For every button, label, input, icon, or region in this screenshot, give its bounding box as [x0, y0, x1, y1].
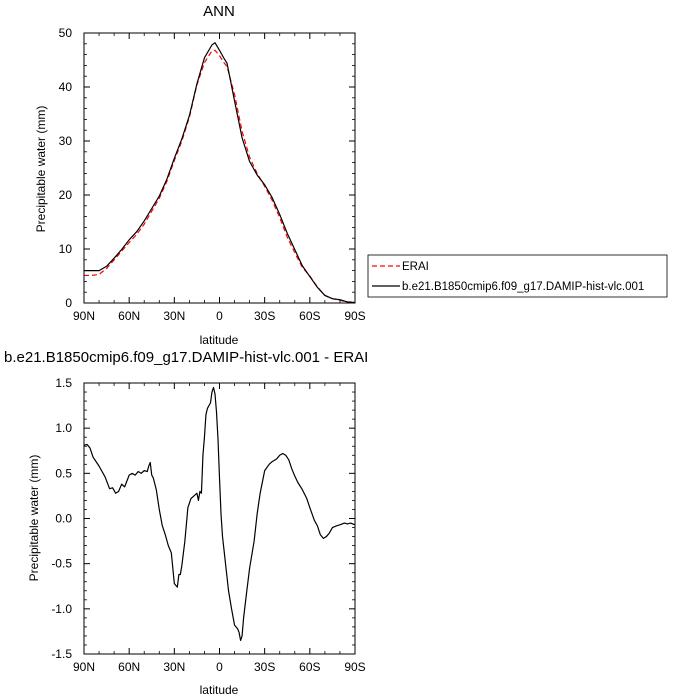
top-y-axis-title: Precipitable water (mm) [34, 106, 48, 233]
bottom-y-tick-label: 0.0 [55, 512, 72, 526]
top-chart-title: ANN [203, 3, 235, 20]
top-y-tick-label: 20 [59, 188, 73, 202]
bottom-series-line-1 [83, 386, 356, 642]
bottom-x-tick-label: 30S [254, 660, 275, 674]
top-y-tick-label: 40 [59, 80, 73, 94]
bottom-panel: b.e21.B1850cmip6.f09_g17.DAMIP-hist-vlc.… [4, 349, 368, 697]
bottom-y-tick-label: 1.0 [55, 421, 72, 435]
bottom-y-tick-label: -0.5 [51, 557, 72, 571]
top-x-tick-label: 60S [299, 309, 320, 323]
bottom-y-axis-title: Precipitable water (mm) [27, 455, 41, 582]
bottom-x-axis-title: latitude [200, 683, 239, 697]
top-plot-frame [83, 32, 356, 304]
bottom-x-tick-label: 60N [118, 660, 140, 674]
bottom-y-tick-label: 1.5 [55, 376, 72, 390]
bottom-plot-frame [83, 382, 356, 655]
top-y-tick-label: 30 [59, 134, 73, 148]
top-x-tick-label: 90N [73, 309, 95, 323]
top-x-tick-label: 30S [254, 309, 275, 323]
bottom-ticks: 90N 60N 30N 0 30S 60S 90S -1.5 -1.0 -0.5 0.0 0.5 1.0… [51, 376, 365, 674]
bottom-y-tick-label: -1.5 [51, 647, 72, 661]
top-series-lines [84, 42, 356, 304]
bottom-chart-title: b.e21.B1850cmip6.f09_g17.DAMIP-hist-vlc.… [4, 349, 368, 366]
legend: ERAI b.e21.B1850cmip6.f09_g17.DAMIP-hist… [367, 254, 668, 298]
bottom-x-tick-label: 90S [344, 660, 365, 674]
bottom-x-tick-label: 0 [216, 660, 223, 674]
top-ticks: 90N 60N 30N 0 30S 60S 90S 0 10 20 30 40 50 [59, 26, 366, 323]
top-x-tick-label: 30N [163, 309, 185, 323]
top-x-axis-title: latitude [200, 333, 239, 347]
bottom-x-tick-label: 30N [163, 660, 185, 674]
top-x-tick-label: 60N [118, 309, 140, 323]
legend-label-model: b.e21.B1850cmip6.f09_g17.DAMIP-hist-vlc.… [402, 281, 644, 293]
top-x-tick-label: 0 [216, 309, 223, 323]
legend-box [367, 254, 668, 298]
bottom-y-tick-label: -1.0 [51, 602, 72, 616]
bottom-x-tick-label: 90N [73, 660, 95, 674]
top-y-tick-label: 0 [65, 296, 72, 310]
legend-label-erai: ERAI [402, 261, 429, 273]
top-panel: ANN Precipitable water (mm) latitude 90N… [34, 3, 366, 347]
top-series-line-1 [84, 49, 355, 303]
top-series-line-2 [84, 42, 356, 304]
bottom-y-tick-label: 0.5 [55, 466, 72, 480]
top-y-tick-label: 50 [59, 26, 73, 40]
bottom-x-tick-label: 60S [299, 660, 320, 674]
bottom-series-lines [83, 386, 356, 642]
top-x-tick-label: 90S [344, 309, 365, 323]
top-y-tick-label: 10 [59, 242, 73, 256]
